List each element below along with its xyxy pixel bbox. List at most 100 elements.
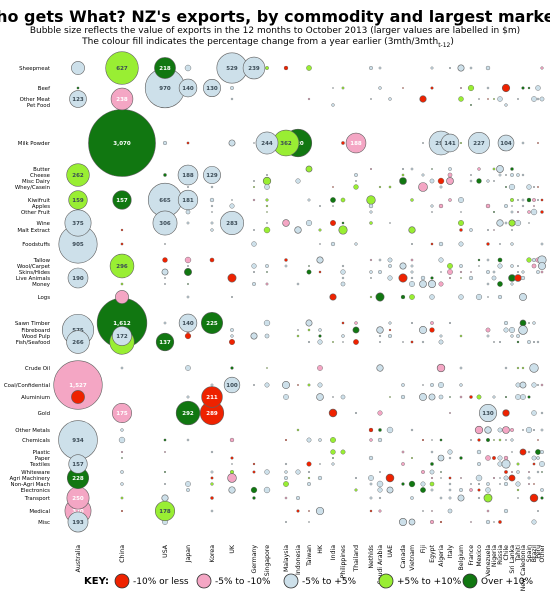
bubble-minor (409, 294, 415, 300)
column-label: HK (317, 544, 324, 554)
column-label: Fiji (420, 545, 427, 554)
bubble-minor (496, 219, 504, 227)
key-swatch (283, 573, 299, 589)
bubble-minor (340, 197, 346, 203)
bubble-minor (418, 182, 428, 192)
bubble-minor (400, 294, 406, 300)
bubble-minor (501, 83, 511, 93)
bubble-minor (210, 470, 214, 474)
bubble-minor (340, 281, 346, 287)
bubble-minor (209, 197, 215, 203)
bubble-minor (401, 450, 405, 454)
bubble-minor (308, 521, 310, 523)
bubble-minor (508, 219, 516, 227)
bubble-minor (370, 277, 372, 279)
bubble-minor (369, 438, 373, 442)
row-label: Transport (24, 496, 50, 502)
bubble-minor (318, 334, 322, 338)
bubble-minor (470, 439, 472, 441)
bubble-value-label: 262 (72, 173, 84, 179)
bubble-minor (389, 222, 391, 224)
bubble-minor (516, 334, 520, 338)
bubble-minor (186, 295, 190, 299)
bubble-minor (493, 229, 495, 231)
bubble-minor (515, 481, 521, 487)
bubble-minor (332, 87, 334, 89)
bubble-minor (231, 199, 233, 201)
bubble-minor (263, 226, 271, 234)
bubble-minor (431, 168, 433, 170)
bubble (440, 133, 460, 153)
bubble-minor (211, 211, 213, 213)
bubble-minor (476, 178, 482, 184)
bubble-minor (228, 486, 236, 494)
row-label: Live Animals (16, 276, 50, 282)
bubble-minor (388, 328, 392, 332)
bubble-minor (459, 488, 463, 492)
bubble-minor (528, 471, 530, 473)
bubble-minor (378, 509, 382, 513)
bubble-minor (164, 243, 166, 245)
bubble-minor (318, 270, 322, 274)
bubble-minor (438, 382, 444, 388)
bubble (71, 61, 85, 75)
row-label: Logs (38, 295, 51, 301)
column-label: Spain (526, 545, 533, 562)
bubble-minor (284, 258, 288, 262)
bubble-minor (430, 450, 434, 454)
bubble-minor (318, 328, 322, 332)
bubble-minor (401, 167, 405, 171)
bubble-minor (284, 476, 288, 480)
bubble-minor (408, 226, 416, 234)
bubble-minor (187, 186, 189, 188)
bubble-minor (521, 198, 525, 202)
bubble-minor (430, 204, 434, 208)
row-label: Wool/Carpet (17, 264, 50, 270)
bubble (220, 211, 245, 236)
bubble-minor (511, 471, 513, 473)
bubble-minor (458, 197, 464, 203)
bubble-minor (460, 211, 462, 213)
bubble-minor (377, 410, 383, 416)
bubble-minor (340, 269, 346, 275)
bubble-minor (420, 487, 426, 493)
bubble-minor (531, 263, 537, 269)
bubble-minor (519, 319, 527, 327)
bubble-minor (306, 461, 312, 467)
chart-subtitle-2: The colour fill indicates the percentage… (81, 37, 454, 49)
bubble-minor (385, 473, 395, 483)
bubble-minor (76, 86, 80, 90)
bubble-minor (539, 96, 545, 102)
row-label: Milk Powder (18, 141, 51, 147)
bubble-minor (164, 483, 166, 485)
bubble-minor (447, 172, 453, 178)
bubble-minor (330, 220, 336, 226)
bubble-value-label: 188 (182, 173, 194, 179)
bubble-minor (389, 396, 391, 398)
bubble-minor (502, 409, 510, 417)
bubble-minor (475, 293, 483, 301)
bubble-minor (486, 270, 490, 274)
bubble-minor (532, 462, 536, 466)
bubble-value-label: 244 (261, 141, 273, 147)
bubble-minor (540, 450, 544, 454)
key-label: +5% to +10% (397, 577, 462, 587)
bubble-minor (229, 437, 235, 443)
bubble-minor (317, 382, 323, 388)
row-label: Wood Pulp (22, 334, 51, 340)
bubble-minor (210, 482, 214, 486)
bubble-minor (307, 470, 311, 474)
bubble-minor (439, 438, 443, 442)
bubble-value-label: 130 (206, 86, 218, 92)
bubble-minor (527, 450, 531, 454)
bubble (203, 166, 221, 184)
bubble-minor (164, 283, 166, 285)
bubble-minor (470, 104, 472, 106)
bubble-minor (431, 510, 433, 512)
bubble-minor (370, 98, 372, 100)
bubble-minor (470, 521, 472, 523)
row-label: Plastic (33, 450, 50, 456)
bubble-value-label: 178 (159, 509, 171, 515)
bubble-minor (540, 496, 544, 500)
bubble-minor (486, 242, 490, 246)
